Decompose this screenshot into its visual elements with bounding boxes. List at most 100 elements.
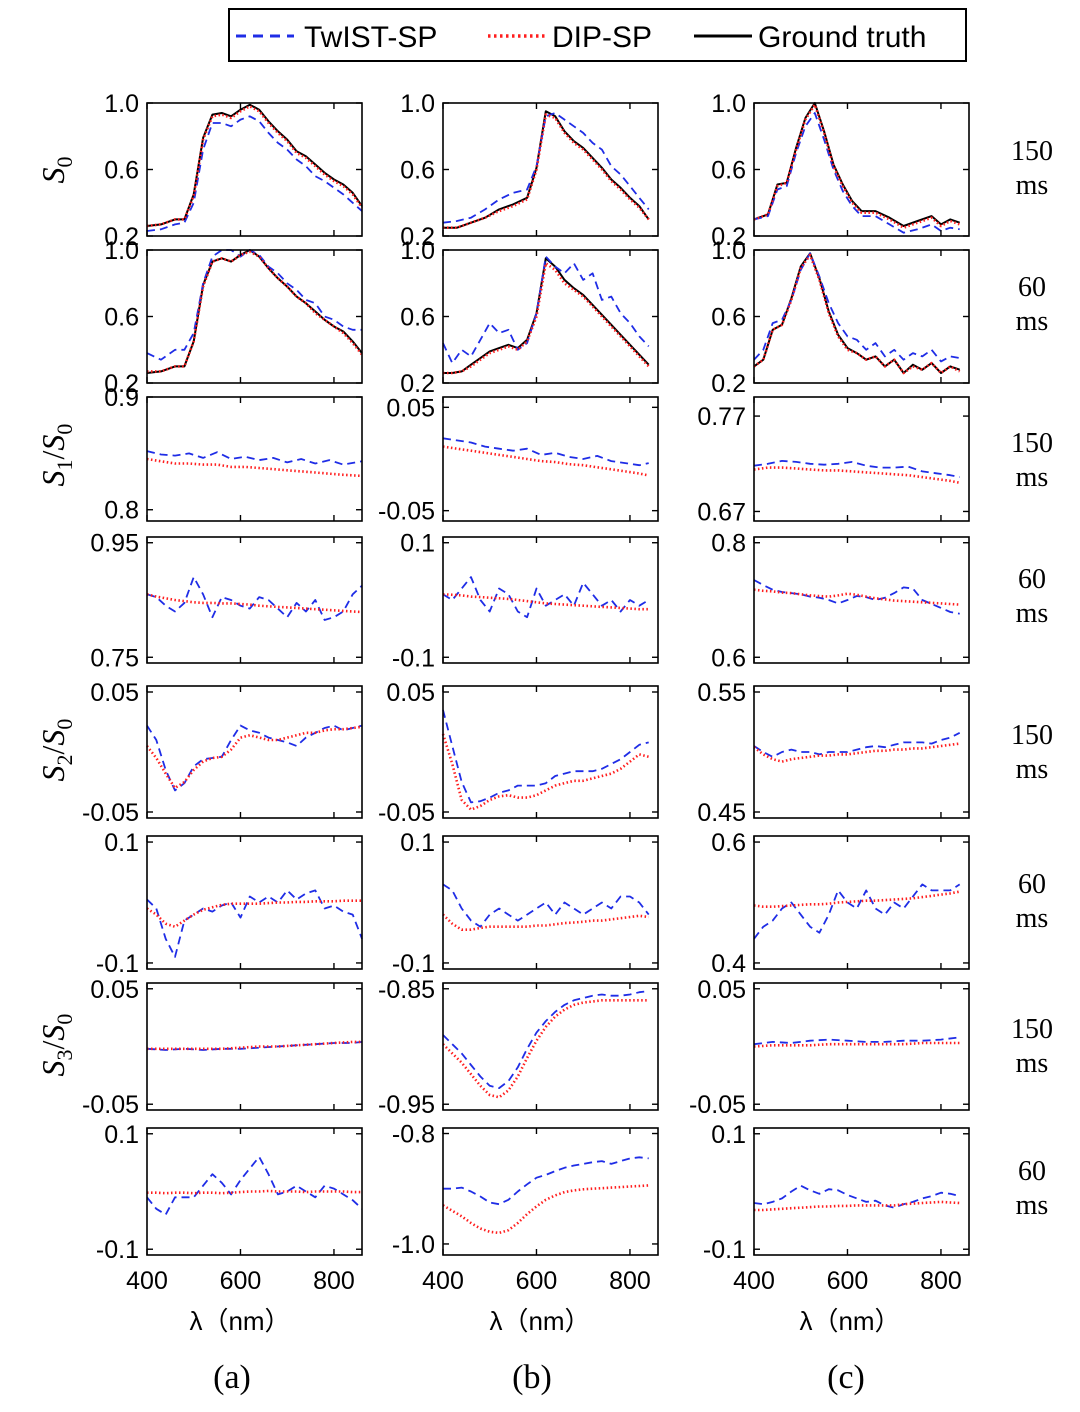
y-tick-label: 0.55 [697, 679, 746, 707]
exposure-label-unit: ms [1016, 1190, 1049, 1221]
series-line-dip-sp [753, 742, 960, 763]
panel: 0.2 0.6 1.0 [104, 237, 364, 398]
legend-label-twist-sp: TwIST-SP [304, 21, 437, 54]
series-line-ground-truth [443, 257, 650, 374]
y-tick-label: 0.05 [90, 976, 139, 1004]
exposure-label-unit: ms [1016, 170, 1049, 201]
series-line-twist-sp [146, 576, 363, 621]
panel: -1.0 -0.8 400 600 800 [392, 1121, 659, 1295]
legend-label-ground-truth: Ground truth [758, 21, 926, 54]
row-label-s2-over-s0: S2/S0 [35, 719, 77, 782]
plot-frame [146, 102, 363, 237]
panel: -0.05 0.05 [82, 976, 363, 1119]
row-label-s2-symbol: S [35, 765, 71, 781]
plot-frame [753, 685, 970, 819]
x-tick-label: 400 [733, 1267, 775, 1295]
y-tick-label: -0.95 [378, 1091, 435, 1119]
x-tick-label: 800 [313, 1267, 355, 1295]
row-label-s3-over-s0: S3/S0 [35, 1014, 77, 1077]
exposure-label-value: 150 [1011, 136, 1053, 167]
y-tick-label: 1.0 [104, 237, 139, 265]
exposure-label-unit: ms [1016, 903, 1049, 934]
column-label-c: (c) [827, 1359, 865, 1396]
series-line-twist-sp [442, 437, 649, 467]
legend-box [228, 8, 967, 62]
plot-frame [753, 102, 970, 237]
svg-text:S0: S0 [35, 157, 77, 184]
svg-text:S2/S0: S2/S0 [35, 719, 77, 782]
y-tick-label: 0.6 [104, 157, 139, 185]
row-label-s0-symbol: S [35, 168, 71, 184]
series-line-twist-sp [753, 731, 961, 758]
series-line-dip-sp [442, 998, 649, 1099]
y-tick-label: 0.05 [697, 976, 746, 1004]
series-line-ground-truth [443, 110, 650, 229]
plot-frame [146, 1127, 363, 1256]
series-line-ground-truth [146, 249, 363, 374]
series-line-twist-sp [753, 579, 960, 615]
row-label-s0-subscript: 0 [52, 157, 77, 168]
panel: 0.8 0.9 [104, 384, 363, 525]
y-tick-label: -0.05 [378, 799, 435, 827]
y-tick-label: 0.2 [104, 370, 139, 398]
series-line-dip-sp [146, 593, 363, 614]
series-line-dip-sp [145, 725, 363, 790]
series-line-twist-sp [146, 889, 363, 958]
plot-frame [753, 835, 970, 970]
y-tick-label: 0.1 [400, 829, 435, 857]
row-label-s3-subscript: 3 [52, 1049, 77, 1060]
plot-frame [442, 982, 659, 1111]
series-line-ground-truth [753, 102, 961, 227]
exposure-label-unit: ms [1016, 306, 1049, 337]
series-line-twist-sp [753, 112, 960, 234]
panels: 0.20.61.00.20.61.00.20.61.00.20.61.00.20… [82, 90, 970, 1295]
series-line-dip-sp [443, 261, 650, 375]
plot-frame [753, 249, 970, 384]
panel: -0.1 0.1 [96, 829, 363, 978]
y-tick-label: -0.05 [689, 1091, 746, 1119]
plot-frame [146, 685, 363, 819]
panel: 0.4 0.6 [711, 829, 970, 978]
y-tick-label: 0.67 [697, 498, 746, 526]
y-tick-label: 0.6 [711, 157, 746, 185]
panel: 0.2 0.6 1.0 [711, 90, 970, 251]
y-tick-label: 0.2 [400, 370, 435, 398]
y-tick-label: -0.1 [392, 950, 435, 978]
exposure-label-value: 150 [1011, 1014, 1053, 1045]
x-tick-label: 600 [827, 1267, 869, 1295]
row-label-s1-denominator-subscript: 0 [52, 424, 77, 435]
series-line-twist-sp [442, 255, 650, 365]
series-line-dip-sp [753, 466, 960, 485]
y-tick-label: 0.1 [400, 530, 435, 558]
plot-frame [442, 396, 659, 522]
x-tick-label: 600 [220, 1267, 262, 1295]
y-tick-label: -0.85 [378, 976, 435, 1004]
row-label-s2-denominator-symbol: S [35, 730, 71, 746]
y-tick-label: 0.45 [697, 799, 746, 827]
y-tick-label: 1.0 [711, 90, 746, 118]
series-line-twist-sp [753, 252, 960, 363]
series-line-twist-sp [146, 450, 363, 466]
series-line-twist-sp [442, 112, 650, 224]
panel: -0.1 0.1 400 600 800 [96, 1121, 363, 1295]
series-line-twist-sp [443, 1156, 649, 1206]
exposure-label-unit: ms [1016, 754, 1049, 785]
y-tick-label: 0.05 [386, 394, 435, 422]
y-tick-label: -0.05 [378, 498, 435, 526]
series-line-dip-sp [147, 1189, 362, 1195]
y-tick-label: 0.77 [697, 403, 746, 431]
series-line-dip-sp [442, 445, 649, 477]
plot-frame [753, 1127, 970, 1256]
y-tick-label: 1.0 [711, 237, 746, 265]
y-tick-label: 0.2 [400, 223, 435, 251]
legend-label-dip-sp: DIP-SP [552, 21, 652, 54]
plot-frame [146, 982, 363, 1111]
series-line-twist-sp [146, 249, 362, 361]
y-tick-label: 0.1 [104, 829, 139, 857]
plot-frame [146, 396, 363, 522]
exposure-label-value: 60 [1018, 1156, 1046, 1187]
series-line-twist-sp [442, 709, 649, 804]
y-tick-label: 0.9 [104, 384, 139, 412]
panel: 0.45 0.55 [697, 679, 970, 827]
y-tick-label: -0.1 [703, 1236, 746, 1264]
